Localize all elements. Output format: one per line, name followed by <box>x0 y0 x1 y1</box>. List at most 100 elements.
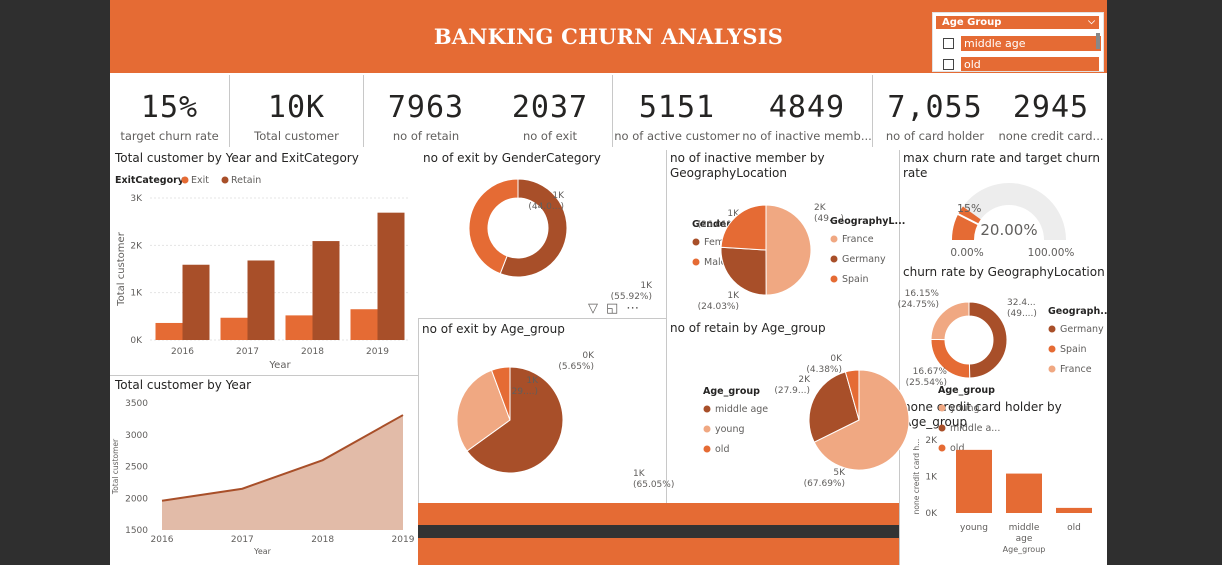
x-tick-label: middle <box>1009 523 1040 533</box>
kpi-label: target churn rate <box>120 129 219 143</box>
chart-exit-age: 1K(65.05%)1K(29....)0K(5.65%)Age_groupmi… <box>456 351 768 490</box>
checkbox[interactable] <box>943 38 954 49</box>
y-tick-label: 0K <box>130 336 143 346</box>
slicer-option-middle-age[interactable]: middle age <box>943 36 1101 51</box>
report-canvas: BANKING CHURN ANALYSIS Age Group ⌵ middl… <box>110 0 1107 565</box>
y-tick-label: 3000 <box>125 431 148 441</box>
data-label: (49....) <box>814 214 844 224</box>
legend-title: ExitCategory <box>115 175 185 186</box>
y-tick-label: 2K <box>925 436 938 446</box>
y-axis-label: Total customer <box>116 231 127 307</box>
kpi-card-holder: 7,055 no of card holder <box>874 75 996 150</box>
data-label: (4.38%) <box>806 365 842 375</box>
legend-label: Germany <box>1060 324 1104 335</box>
legend-label: Spain <box>842 274 869 285</box>
bar <box>220 317 248 340</box>
legend-label: young <box>950 403 980 414</box>
chart-exit-gender: 1K(55.92%)1K(44.0...)GenderCateg...Femal… <box>468 178 773 302</box>
legend-label: old <box>715 444 729 455</box>
gauge-max-label: 100.00% <box>1028 247 1075 259</box>
legend-label: old <box>950 443 964 454</box>
data-label: (65.05%) <box>633 480 674 490</box>
data-label: (67.69%) <box>804 479 845 489</box>
legend-label: Male <box>704 257 727 268</box>
chevron-down-icon[interactable]: ⌵ <box>1088 17 1095 27</box>
area-fill <box>162 415 403 530</box>
legend-marker <box>703 425 711 433</box>
x-tick-label: 2018 <box>301 347 324 357</box>
kpi-value: 15% <box>140 90 199 125</box>
slicer-option-label: old <box>961 57 1099 71</box>
kpi-none-credit-card: 2945 none credit card... <box>996 75 1106 150</box>
x-tick-label: 2019 <box>392 535 415 545</box>
data-label: 1K <box>727 209 740 219</box>
age-group-slicer[interactable]: Age Group ⌵ middle age old <box>932 12 1104 72</box>
chart-title-year-exit: Total customer by Year and ExitCategory <box>115 151 359 165</box>
slicer-scrollbar[interactable] <box>1096 33 1100 49</box>
data-label: 2K <box>798 375 811 385</box>
x-axis-label: Age_group <box>1003 545 1046 554</box>
y-tick-label: 0K <box>925 509 938 519</box>
legend-marker <box>692 238 700 246</box>
data-label: (29....) <box>508 387 538 397</box>
bar <box>155 322 183 340</box>
legend-marker <box>830 255 838 263</box>
gauge-target-marker <box>955 212 981 226</box>
kpi-label: none credit card... <box>998 129 1104 143</box>
legend-marker <box>938 404 946 412</box>
chart-title-gauge: max churn rate and target churn rate <box>903 151 1100 180</box>
pie-slice <box>765 204 812 296</box>
kpi-value: 7,055 <box>887 90 983 125</box>
kpi-divider <box>612 75 613 147</box>
kpi-divider <box>363 75 364 147</box>
pie-slice <box>456 369 511 452</box>
panel-divider <box>418 318 666 319</box>
bar <box>956 449 992 513</box>
pie-slice <box>720 246 767 296</box>
data-label: (49....) <box>1007 309 1037 319</box>
bar <box>247 260 275 340</box>
slicer-option-old[interactable]: old <box>943 57 1099 71</box>
legend-label: middle age <box>715 404 768 415</box>
y-tick-label: 2000 <box>125 494 148 504</box>
checkbox[interactable] <box>943 59 954 70</box>
gauge-track <box>952 183 1066 240</box>
y-axis-label: Total customer <box>111 438 120 495</box>
x-tick-label: age <box>1016 534 1033 544</box>
more-options-icon[interactable]: ⋯ <box>626 301 648 316</box>
y-axis-label: none credit card h... <box>912 439 921 515</box>
x-axis-label: Year <box>268 360 291 371</box>
y-tick-label: 3K <box>130 194 143 204</box>
chart-title-year: Total customer by Year <box>115 378 252 392</box>
legend-marker <box>1048 325 1056 333</box>
legend-marker <box>1048 345 1056 353</box>
gauge-min-label: 0.00% <box>950 247 983 259</box>
gauge-value-label: 20.00% <box>980 221 1037 239</box>
pie-slice <box>808 371 860 443</box>
slicer-title: Age Group <box>942 17 1002 28</box>
legend-title: GeographyL... <box>830 216 905 227</box>
visual-header-icons: ▽◱⋯ <box>588 301 658 317</box>
bar <box>182 264 210 340</box>
kpi-label: no of exit <box>522 129 578 143</box>
chart-year-area: 1500 2000 2500 3000 3500 2016 2017 2018 2019 Year… <box>111 399 415 556</box>
gauge-target-label: 15% <box>957 202 981 215</box>
slicer-header[interactable]: Age Group ⌵ <box>936 16 1099 29</box>
data-label: (25.54%) <box>906 378 947 388</box>
data-label: 1K <box>552 191 565 201</box>
data-label: 16.67% <box>913 367 948 377</box>
kpi-no-of-retain: 7963 no of retain <box>364 75 488 150</box>
legend-title: Age_group <box>938 385 995 396</box>
y-tick-label: 1K <box>130 289 143 299</box>
x-tick-label: young <box>960 523 988 533</box>
bar <box>377 212 405 340</box>
pie-slice <box>720 204 767 251</box>
legend-label: France <box>1060 364 1092 375</box>
filter-icon[interactable]: ▽ <box>588 301 606 316</box>
legend-label: Spain <box>1060 344 1087 355</box>
data-label: 1K <box>633 469 646 479</box>
chart-title-retain-age: no of retain by Age_group <box>670 321 826 335</box>
legend-label: young <box>715 424 745 435</box>
focus-mode-icon[interactable]: ◱ <box>606 301 627 316</box>
y-tick-label: 2500 <box>125 463 148 473</box>
